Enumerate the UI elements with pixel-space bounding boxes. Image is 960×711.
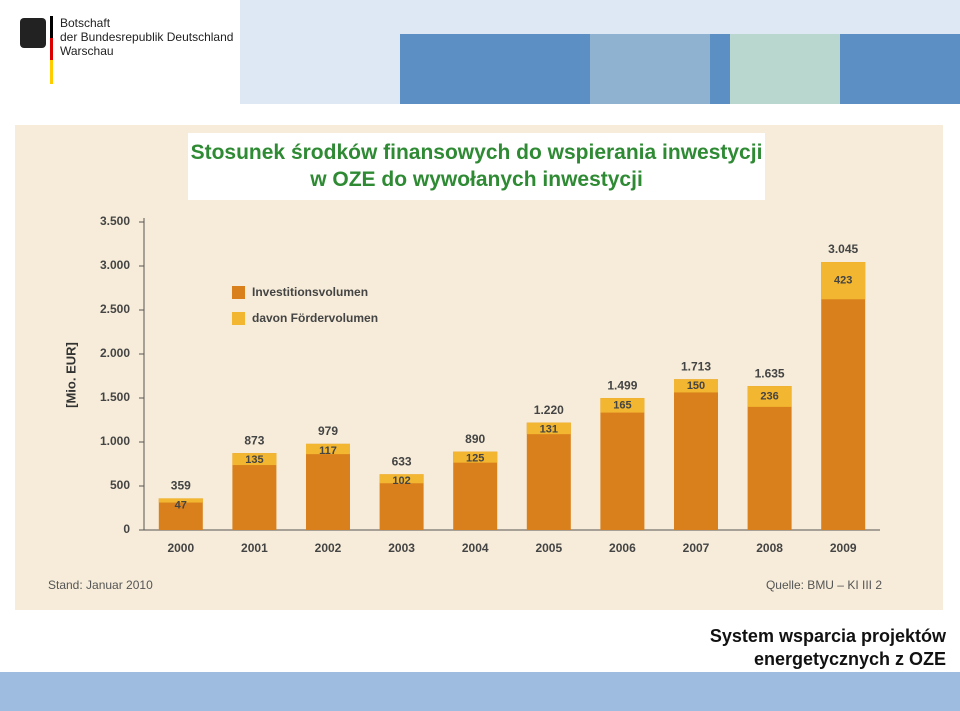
- y-tick-label: 3.000: [100, 258, 130, 272]
- legend-swatch: [232, 312, 245, 325]
- x-tick-label: 2006: [609, 541, 636, 555]
- x-tick-label: 2000: [167, 541, 194, 555]
- value-label: 135: [245, 454, 263, 466]
- value-label: 165: [613, 399, 631, 411]
- footer-line: energetycznych z OZE: [753, 649, 946, 669]
- x-tick-label: 2003: [388, 541, 415, 555]
- y-axis-label: [Mio. EUR]: [63, 342, 78, 408]
- bar-segment: [232, 453, 277, 466]
- legend-label: Investitionsvolumen: [252, 285, 368, 299]
- value-label: 117: [319, 445, 337, 457]
- note: Quelle: BMU – KI III 2: [766, 578, 882, 592]
- footer-stripe: [0, 672, 960, 711]
- flag-bar: [50, 38, 53, 60]
- legend-swatch: [232, 286, 245, 299]
- y-tick-label: 2.000: [100, 346, 130, 360]
- value-label: 633: [392, 454, 412, 468]
- bar-segment: [600, 398, 645, 413]
- flag-bar: [50, 60, 53, 84]
- bar-segment: [821, 262, 866, 300]
- x-tick-label: 2005: [535, 541, 562, 555]
- x-tick-label: 2008: [756, 541, 783, 555]
- value-label: 423: [834, 275, 852, 287]
- value-label: 125: [466, 453, 484, 465]
- bar-segment: [674, 379, 718, 393]
- bar: [158, 498, 203, 530]
- value-label: 47: [175, 499, 187, 511]
- eagle-logo: [20, 18, 46, 48]
- bar: [379, 474, 424, 530]
- x-tick-label: 2009: [830, 541, 857, 555]
- footer-line: System wsparcia projektów: [709, 626, 946, 646]
- bar: [453, 451, 498, 530]
- value-label: 1.713: [681, 359, 711, 373]
- banner-photo: [590, 34, 710, 104]
- y-tick-label: 0: [123, 522, 130, 536]
- bar-segment: [526, 422, 571, 435]
- y-tick-label: 1.000: [100, 434, 130, 448]
- value-label: 979: [318, 424, 338, 438]
- y-tick-label: 500: [110, 478, 130, 492]
- value-label: 873: [244, 433, 264, 447]
- header-text: Botschaft: [60, 16, 111, 30]
- bar: [526, 422, 571, 530]
- y-tick-label: 1.500: [100, 390, 130, 404]
- bar: [674, 379, 718, 530]
- header-text: der Bundesrepublik Deutschland: [60, 30, 233, 44]
- note: Stand: Januar 2010: [48, 578, 153, 592]
- footer: System wsparcia projektów energetycznych …: [710, 625, 946, 671]
- bar: [232, 453, 277, 530]
- value-label: 236: [760, 390, 778, 402]
- value-label: 150: [687, 380, 705, 392]
- bar-segment: [379, 474, 424, 484]
- x-tick-label: 2001: [241, 541, 268, 555]
- value-label: 890: [465, 432, 485, 446]
- bar: [747, 386, 792, 530]
- chart-title: Stosunek środków finansowych do wspieran…: [188, 133, 765, 200]
- value-label: 3.045: [828, 242, 858, 256]
- value-label: 1.635: [755, 366, 785, 380]
- value-label: 359: [171, 479, 191, 493]
- value-label: 131: [540, 424, 558, 436]
- bar: [821, 262, 866, 530]
- bar-segment: [453, 451, 498, 463]
- banner-photo: [730, 34, 840, 104]
- bar-segment: [306, 443, 350, 455]
- value-label: 102: [392, 475, 410, 487]
- bar-segment: [747, 386, 792, 407]
- bar-segment: [158, 498, 203, 503]
- header-text: Warschau: [60, 44, 114, 58]
- legend-label: davon Fördervolumen: [252, 311, 378, 325]
- value-label: 1.220: [534, 403, 564, 417]
- y-tick-label: 3.500: [100, 214, 130, 228]
- x-tick-label: 2002: [315, 541, 342, 555]
- value-label: 1.499: [607, 378, 637, 392]
- bar: [600, 398, 645, 530]
- bar: [306, 443, 350, 530]
- x-tick-label: 2004: [462, 541, 489, 555]
- y-tick-label: 2.500: [100, 302, 130, 316]
- x-tick-label: 2007: [683, 541, 710, 555]
